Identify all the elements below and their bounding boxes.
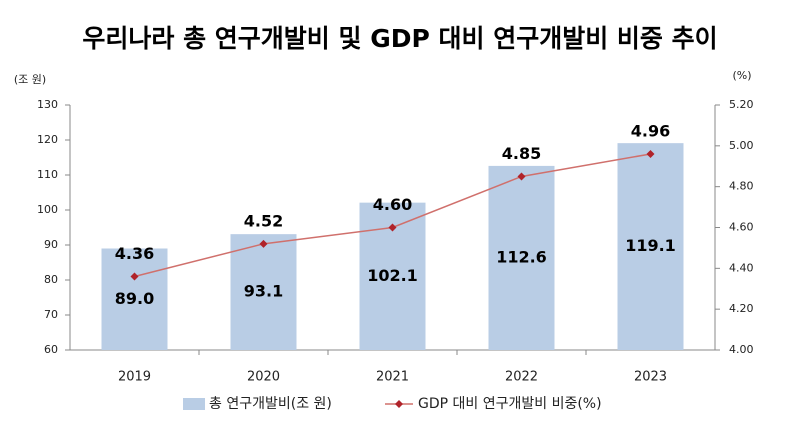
x-tick-label: 2019: [118, 370, 151, 385]
line-marker: [646, 150, 655, 158]
line-marker: [517, 172, 526, 181]
y-tick-label: 130: [37, 98, 58, 111]
x-tick-label: 2022: [505, 370, 538, 385]
bar-value-label: 119.1: [625, 236, 676, 255]
y-tick-label: 110: [37, 168, 58, 181]
bar-value-label: 112.6: [496, 247, 547, 266]
line-marker: [130, 272, 139, 281]
x-tick-label: 2021: [376, 370, 409, 385]
x-tick-label: 2020: [247, 370, 280, 385]
legend-label: 총 연구개발비(조 원): [209, 396, 332, 412]
bar-value-label: 89.0: [115, 289, 154, 308]
line-value-label: 4.52: [244, 211, 283, 230]
y-tick-label: 100: [37, 203, 58, 216]
line-marker: [259, 239, 268, 248]
y2-tick-label: 4.40: [729, 261, 754, 274]
line-marker: [388, 223, 397, 232]
y2-axis-unit: (%): [732, 69, 751, 82]
line-value-label: 4.96: [631, 122, 670, 141]
y-tick-label: 70: [44, 308, 58, 321]
y-axis-unit: (조 원): [14, 73, 46, 86]
y-tick-label: 120: [37, 133, 58, 146]
y-tick-label: 80: [44, 273, 58, 286]
legend-marker: [395, 400, 403, 408]
bar-value-label: 93.1: [244, 282, 283, 301]
chart-title: 우리나라 총 연구개발비 및 GDP 대비 연구개발비 비중 추이: [82, 24, 717, 53]
line-value-label: 4.36: [115, 244, 154, 263]
bar-value-label: 102.1: [367, 266, 418, 285]
y2-tick-label: 5.00: [729, 139, 754, 152]
line-value-label: 4.60: [373, 195, 412, 214]
y2-tick-label: 4.00: [729, 343, 754, 356]
y-tick-label: 90: [44, 238, 58, 251]
y-tick-label: 60: [44, 343, 58, 356]
bar: [101, 248, 168, 350]
bar: [617, 143, 684, 350]
legend-label: GDP 대비 연구개발비 비중(%): [418, 396, 602, 412]
line-value-label: 4.85: [502, 144, 541, 163]
bar: [488, 165, 555, 350]
legend-swatch: [183, 398, 205, 410]
y2-tick-label: 4.60: [729, 221, 754, 234]
bar: [230, 234, 297, 350]
y2-tick-label: 5.20: [729, 98, 754, 111]
y2-tick-label: 4.20: [729, 302, 754, 315]
y2-tick-label: 4.80: [729, 180, 754, 193]
x-tick-label: 2023: [634, 370, 667, 385]
